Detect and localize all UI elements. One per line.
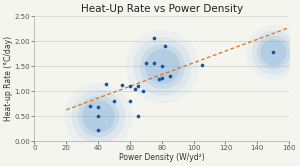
Point [271,51,276,54]
Point [136,85,140,88]
Point [159,65,164,68]
Point [167,75,172,78]
Point [96,115,100,118]
Point [152,37,156,39]
Point [159,65,164,68]
Point [152,61,156,64]
Y-axis label: Heat-up Rate (°C/day): Heat-up Rate (°C/day) [4,36,13,121]
Title: Heat-Up Rate vs Power Density: Heat-Up Rate vs Power Density [81,4,243,14]
Point [120,83,124,86]
Point [96,115,100,118]
Point [143,61,148,64]
Point [96,115,100,118]
Point [199,63,204,66]
Point [128,85,132,88]
Point [132,87,137,90]
Point [159,77,164,79]
Point [112,100,116,103]
Point [163,45,167,48]
Point [271,51,276,54]
X-axis label: Power Density (W/yd²): Power Density (W/yd²) [119,153,205,162]
Point [128,100,132,103]
Point [271,51,276,54]
Point [104,83,109,85]
Point [271,51,276,54]
Point [159,65,164,68]
Point [96,115,100,118]
Point [88,105,93,108]
Point [156,78,161,80]
Point [271,51,276,54]
Point [159,65,164,68]
Point [96,115,100,118]
Point [96,106,100,109]
Point [140,90,145,93]
Point [159,65,164,68]
Point [136,115,140,118]
Point [96,128,100,131]
